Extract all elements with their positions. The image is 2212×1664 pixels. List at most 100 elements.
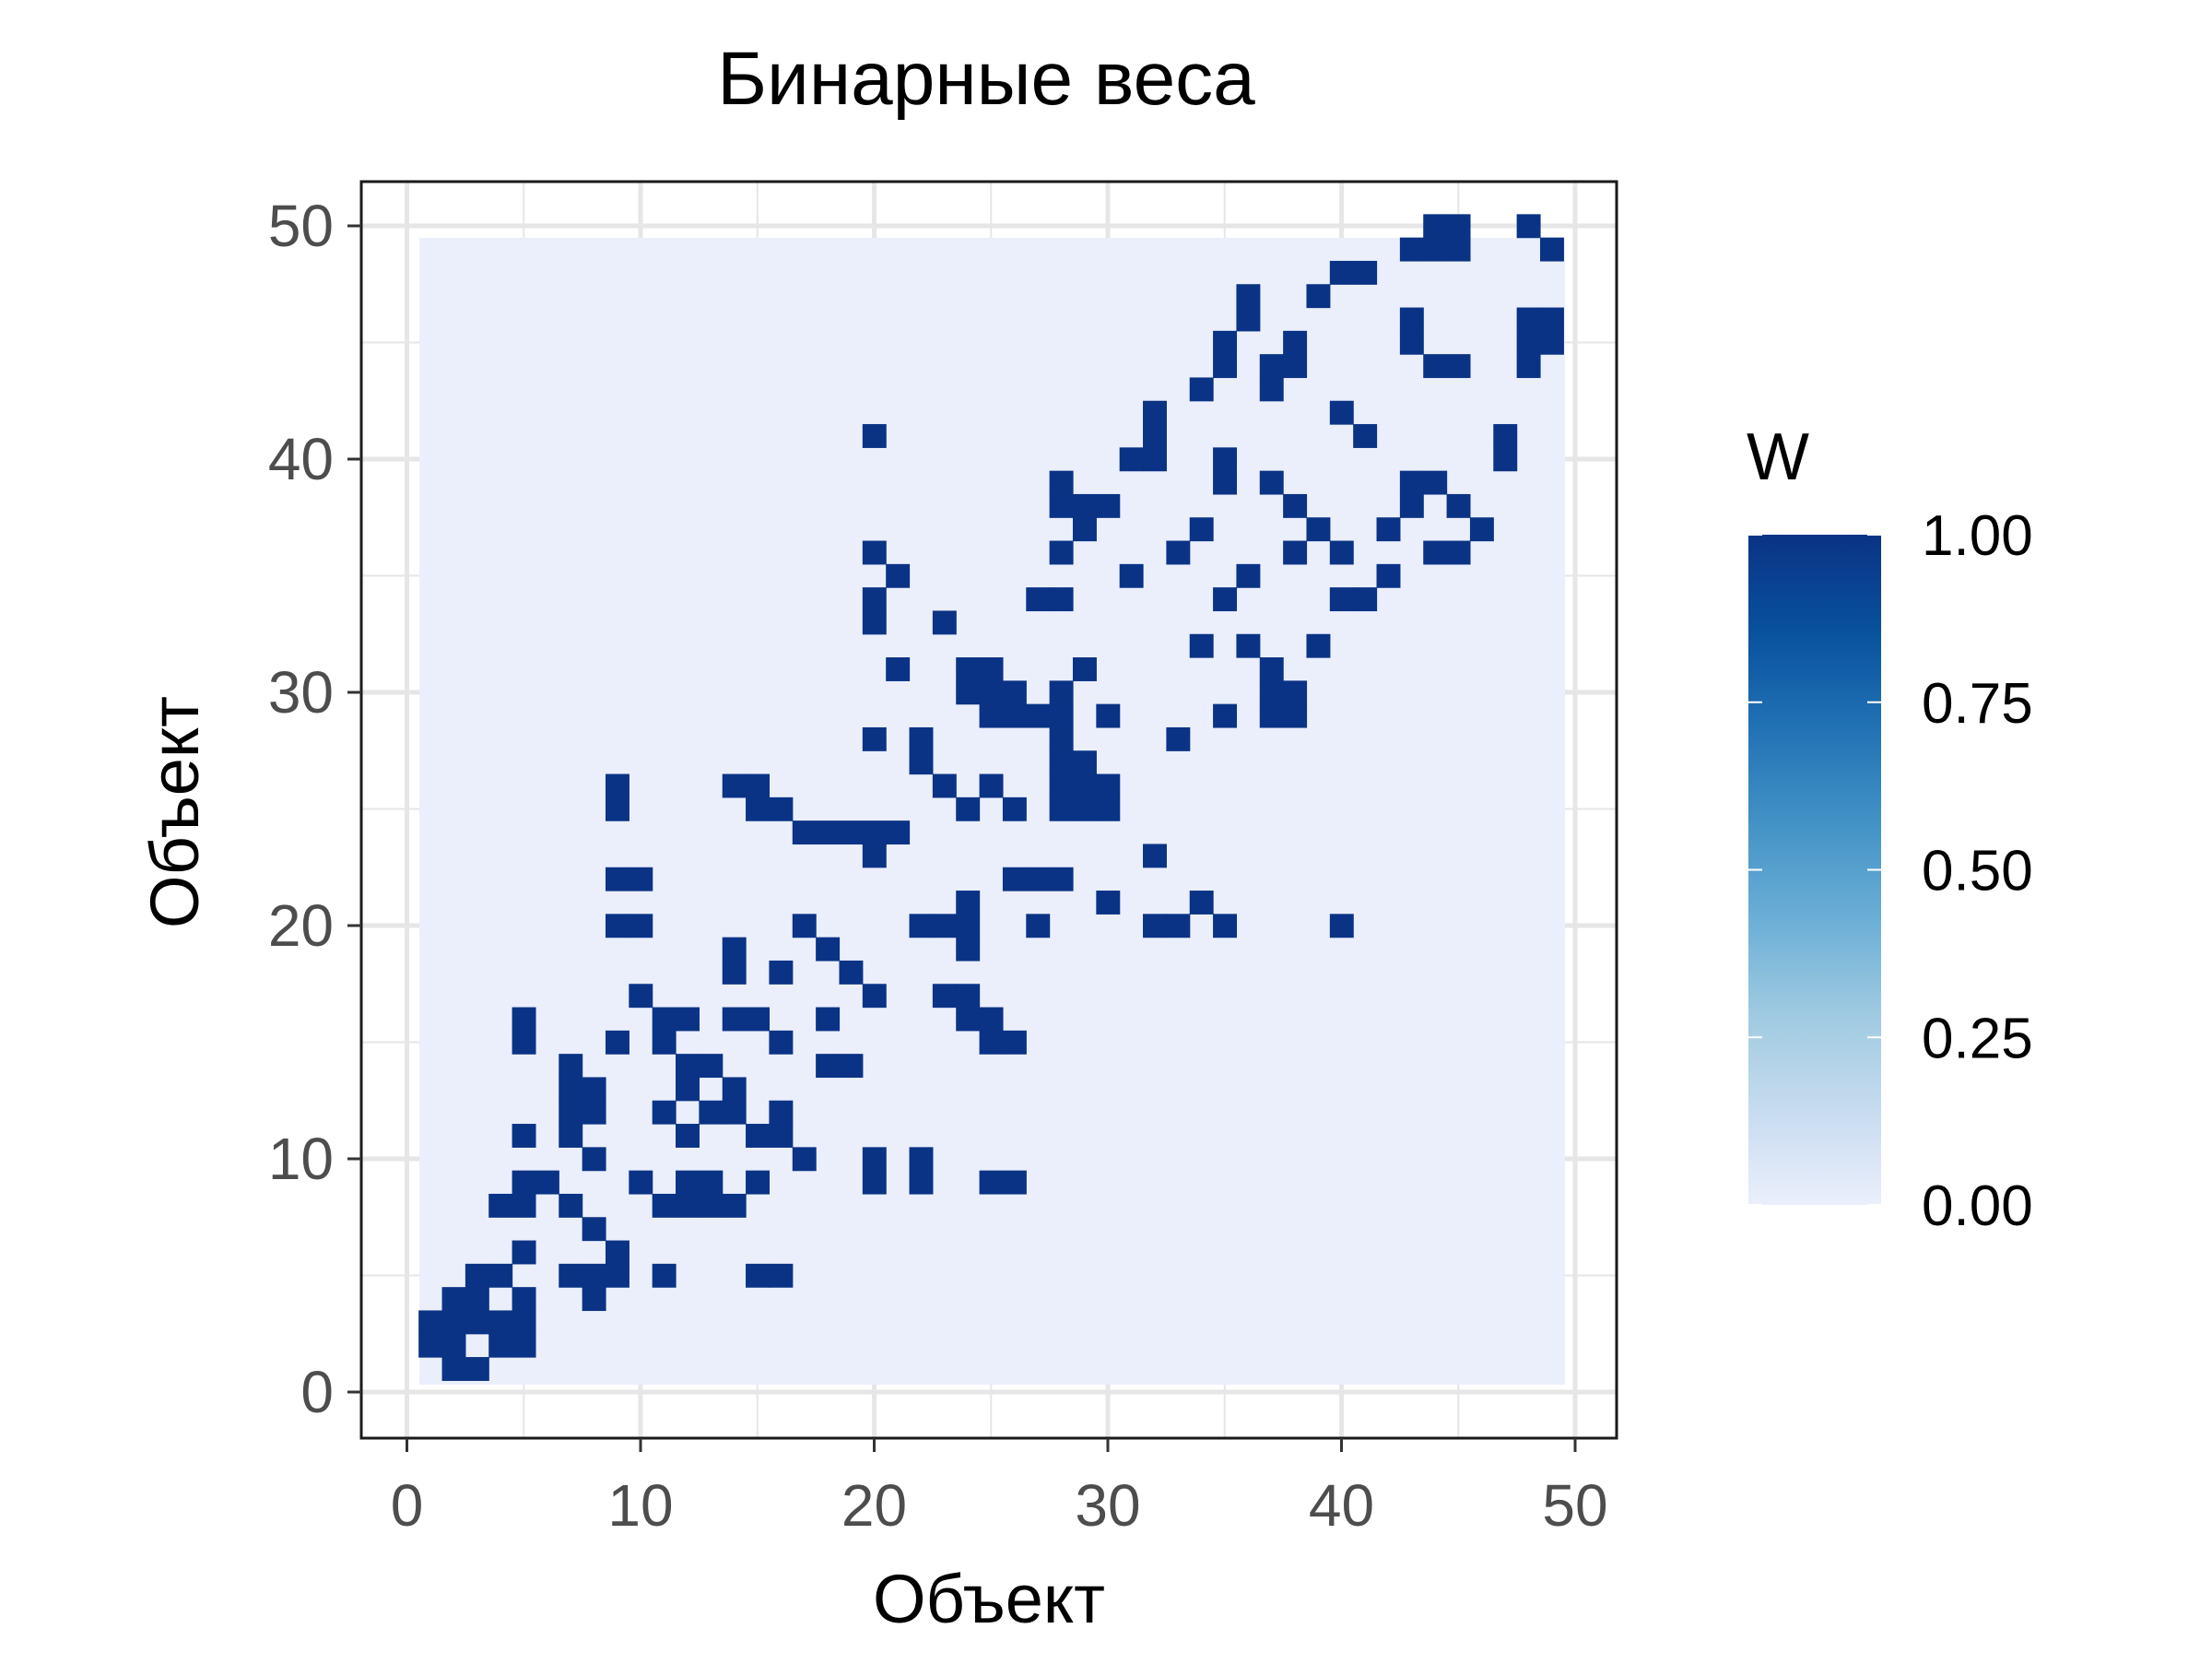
heatmap-cell <box>1306 633 1331 658</box>
heatmap-cell <box>1329 587 1354 612</box>
heatmap-cell <box>1329 914 1354 938</box>
heatmap-cell <box>676 1124 700 1148</box>
heatmap-cell <box>1072 797 1097 821</box>
heatmap-cell <box>979 1170 1004 1195</box>
heatmap-cell <box>1353 260 1378 285</box>
heatmap-cell <box>956 937 981 962</box>
heatmap-cell <box>512 1287 536 1312</box>
heatmap-cell <box>676 1054 700 1079</box>
heatmap-cell <box>1119 563 1144 588</box>
y-tick-label: 40 <box>268 426 334 492</box>
heatmap-cell <box>1446 354 1471 379</box>
heatmap-cell <box>441 1333 466 1358</box>
x-tick-label: 50 <box>1542 1472 1607 1539</box>
heatmap-cell <box>1213 587 1238 612</box>
heatmap-cell <box>605 1263 629 1288</box>
heatmap-cell <box>886 563 911 588</box>
heatmap-cell <box>1446 493 1471 518</box>
heatmap-cell <box>605 867 629 891</box>
heatmap-cell <box>862 424 887 448</box>
heatmap-cell <box>1189 377 1214 402</box>
x-axis-label: Объект <box>873 1561 1105 1637</box>
legend: W 1.00 0.75 0.50 0.25 0.00 <box>1747 420 2033 1238</box>
heatmap-cell <box>1189 633 1214 658</box>
heatmap-cell <box>699 1193 724 1218</box>
heatmap-cell <box>909 1170 934 1195</box>
heatmap-cell <box>816 937 841 962</box>
heatmap-cell <box>816 1007 841 1032</box>
heatmap-cell <box>1446 540 1471 565</box>
heatmap-cell <box>441 1310 466 1335</box>
heatmap-cell <box>1002 797 1027 821</box>
heatmap-cell <box>1493 447 1518 472</box>
heatmap-cell <box>1329 540 1354 565</box>
heatmap-cell <box>1213 914 1238 938</box>
heatmap-cell <box>722 937 747 962</box>
heatmap-cells <box>418 214 1564 1381</box>
heatmap-cell <box>1072 750 1097 775</box>
heatmap-cell <box>1283 540 1308 565</box>
heatmap-cell <box>1329 260 1354 285</box>
heatmap-cell <box>1213 703 1238 728</box>
heatmap-cell <box>746 1124 771 1148</box>
heatmap-cell <box>956 797 981 821</box>
heatmap-cell <box>862 844 887 868</box>
heatmap-cell <box>1446 237 1471 262</box>
heatmap-cell <box>582 1100 606 1125</box>
heatmap-cell <box>1236 563 1261 588</box>
heatmap-cell <box>746 797 771 821</box>
heatmap-cell <box>1539 237 1564 262</box>
heatmap-cell <box>746 1170 771 1195</box>
heatmap-cell <box>769 1124 794 1148</box>
y-tick-label: 50 <box>268 193 334 259</box>
heatmap-cell <box>605 797 629 821</box>
heatmap-cell <box>1049 726 1074 751</box>
heatmap-cell <box>862 726 887 751</box>
y-tick-label: 30 <box>268 659 334 726</box>
heatmap-cell <box>1446 214 1471 239</box>
heatmap-cell <box>1329 400 1354 425</box>
heatmap-cell <box>1399 493 1424 518</box>
heatmap-cell <box>465 1310 489 1335</box>
heatmap-cell <box>769 1030 794 1055</box>
heatmap-cell <box>559 1124 583 1148</box>
heatmap-cell <box>512 1124 536 1148</box>
heatmap-cell <box>418 1333 443 1358</box>
heatmap-cell <box>559 1077 583 1102</box>
heatmap-cell <box>722 773 747 798</box>
heatmap-cell <box>769 960 794 985</box>
heatmap-cell <box>1259 680 1284 705</box>
heatmap-cell <box>1096 773 1121 798</box>
heatmap-cell <box>582 1077 606 1102</box>
heatmap-cell <box>1213 354 1238 379</box>
heatmap-cell <box>816 820 841 845</box>
heatmap-cell <box>1049 773 1074 798</box>
heatmap-cell <box>1399 307 1424 332</box>
heatmap-cell <box>839 960 864 985</box>
heatmap-cell <box>1049 867 1074 891</box>
heatmap-cell <box>1026 703 1051 728</box>
heatmap-cell <box>1049 470 1074 495</box>
heatmap-cell <box>488 1193 513 1218</box>
heatmap-cell <box>418 1310 443 1335</box>
heatmap-cell <box>1423 540 1448 565</box>
heatmap-cell <box>582 1217 606 1242</box>
heatmap-cell <box>652 1263 677 1288</box>
heatmap-cell <box>1469 517 1494 542</box>
heatmap-cell <box>441 1287 466 1312</box>
heatmap-cell <box>1213 330 1238 355</box>
x-axis: 0 10 20 30 40 50 <box>391 1438 1608 1539</box>
heatmap-cell <box>1353 587 1378 612</box>
y-axis-label: Объект <box>136 696 213 928</box>
heatmap-cell <box>1306 517 1331 542</box>
heatmap-cell <box>1259 354 1284 379</box>
heatmap-cell <box>956 914 981 938</box>
heatmap-cell <box>1072 493 1097 518</box>
heatmap-cell <box>1493 424 1518 448</box>
heatmap-cell <box>1143 447 1167 472</box>
heatmap-cell <box>1516 354 1541 379</box>
heatmap-cell <box>676 1170 700 1195</box>
heatmap-cell <box>605 914 629 938</box>
heatmap-cell <box>1423 470 1448 495</box>
